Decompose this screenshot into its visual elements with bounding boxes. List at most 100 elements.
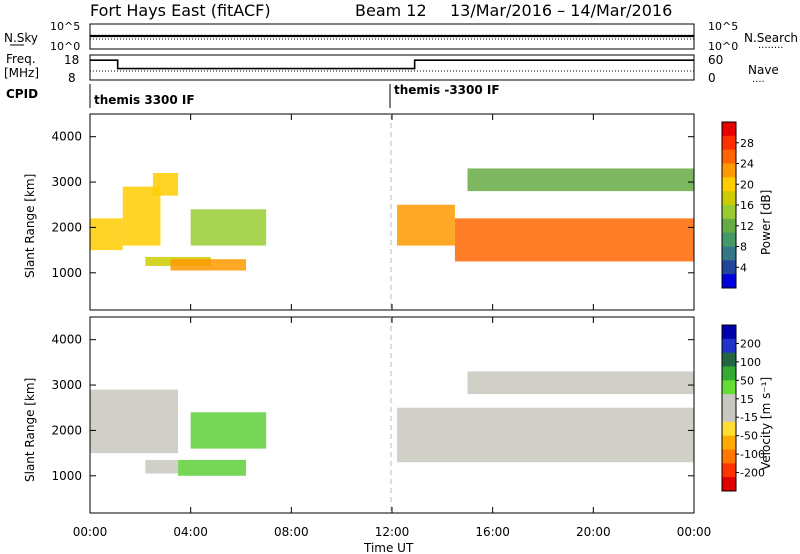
power-cbar-tick: 16 bbox=[740, 199, 754, 212]
power-ytick-label: 4000 bbox=[51, 130, 82, 144]
velocity-cbar-swatch bbox=[722, 421, 736, 437]
x-tick-label: 00:00 bbox=[677, 525, 712, 539]
nave-tick-bottom: 0 bbox=[708, 71, 716, 85]
power-cbar-label: Power [dB] bbox=[759, 190, 773, 255]
cpid-segment-2: themis -3300 IF bbox=[394, 83, 500, 97]
freq-panel: Freq. [MHz] 18 8 60 0 Nave .... bbox=[4, 52, 779, 85]
power-region-5 bbox=[190, 209, 267, 246]
cpid-segment-1: themis 3300 IF bbox=[94, 93, 195, 107]
velocity-cbar-swatch bbox=[722, 338, 736, 354]
velocity-data bbox=[90, 371, 694, 476]
velocity-cbar-swatch bbox=[722, 463, 736, 478]
power-ytick-label: 1000 bbox=[51, 266, 82, 280]
velocity-yticks: 4000 3000 2000 1000 bbox=[51, 333, 694, 483]
power-cbar-swatch bbox=[722, 246, 736, 261]
velocity-cbar-swatch bbox=[722, 366, 736, 381]
date-range: 13/Mar/2016 – 14/Mar/2016 bbox=[450, 1, 672, 20]
nsky-tick-bottom: 10^0 bbox=[50, 40, 80, 53]
velocity-cbar-tick: -200 bbox=[740, 467, 765, 480]
freq-label-line1: Freq. bbox=[6, 52, 36, 66]
power-cbar-swatch bbox=[722, 163, 736, 178]
velocity-cbar-tick: 50 bbox=[740, 374, 754, 387]
x-tick-label: 20:00 bbox=[576, 525, 611, 539]
velocity-cbar-tick: 15 bbox=[740, 393, 754, 406]
velocity-ytick-label: 4000 bbox=[51, 333, 82, 347]
freq-series bbox=[90, 59, 694, 70]
freq-tick-top: 18 bbox=[64, 53, 79, 67]
power-cbar-swatch bbox=[722, 260, 736, 275]
power-cbar-tick: 20 bbox=[740, 178, 754, 191]
velocity-panel: 4000 3000 2000 1000 Slant Range [km] 200 100… bbox=[23, 316, 773, 514]
nsky-label: N.Sky bbox=[4, 31, 38, 45]
x-axis-label: Time UT bbox=[363, 541, 414, 554]
power-cbar-tick: 4 bbox=[740, 261, 747, 274]
power-region-1 bbox=[122, 186, 161, 246]
power-cbar-swatch bbox=[722, 232, 736, 247]
x-tick-label: 16:00 bbox=[475, 525, 510, 539]
nsearch-label: N.Search bbox=[744, 31, 798, 45]
x-axis: 00:00 04:00 08:00 12:00 16:00 20:00 00:00 bbox=[73, 114, 712, 539]
power-cbar-swatch bbox=[722, 149, 736, 164]
velocity-region-4 bbox=[397, 407, 694, 463]
velocity-cbar-swatch bbox=[722, 394, 736, 409]
power-region-8 bbox=[467, 168, 694, 192]
velocity-region-2 bbox=[178, 459, 247, 476]
power-ytick-label: 2000 bbox=[51, 220, 82, 234]
plot-title: Fort Hays East (fitACF) bbox=[90, 1, 271, 20]
velocity-cbar-swatch bbox=[722, 408, 736, 423]
power-cbar-swatch bbox=[722, 191, 736, 206]
velocity-cbar-tick: -50 bbox=[740, 430, 758, 443]
nsky-tick-top: 10^5 bbox=[50, 20, 80, 33]
nsearch-tick-bottom: 10^0 bbox=[708, 40, 738, 53]
velocity-cbar-tick: 200 bbox=[740, 337, 761, 350]
velocity-cbar-swatch bbox=[722, 477, 736, 492]
power-region-6 bbox=[397, 204, 455, 246]
power-cbar-tick: 24 bbox=[740, 158, 754, 171]
freq-label-line2: [MHz] bbox=[4, 66, 39, 80]
freq-tick-bottom: 8 bbox=[68, 71, 76, 85]
power-region-2 bbox=[152, 172, 179, 196]
power-region-7 bbox=[454, 218, 694, 262]
cpid-row: CPID themis 3300 IF themis -3300 IF bbox=[6, 83, 500, 108]
x-tick-label: 04:00 bbox=[173, 525, 208, 539]
freq-line bbox=[90, 59, 694, 70]
nsearch-legend: ........ bbox=[758, 40, 783, 51]
velocity-region-3 bbox=[190, 412, 267, 449]
velocity-region-1 bbox=[145, 459, 179, 474]
velocity-ytick-label: 1000 bbox=[51, 469, 82, 483]
power-region-0 bbox=[90, 218, 123, 251]
nave-label: Nave bbox=[748, 63, 779, 77]
power-cbar-swatch bbox=[722, 122, 736, 137]
power-cbar-tick: 28 bbox=[740, 137, 754, 150]
nave-tick-top: 60 bbox=[708, 53, 723, 67]
power-cbar-tick: 8 bbox=[740, 241, 747, 254]
velocity-colorbar: 200 100 50 15 -15 -50 -100 -200 bbox=[721, 324, 765, 492]
velocity-cbar-swatch bbox=[722, 380, 736, 395]
nave-legend: .... bbox=[752, 74, 765, 85]
velocity-cbar-label: Velocity [m s⁻¹] bbox=[759, 377, 773, 470]
power-yticks: 4000 3000 2000 1000 bbox=[51, 130, 694, 280]
power-cbar-tick: 12 bbox=[740, 220, 754, 233]
velocity-cbar-tick: -100 bbox=[740, 448, 765, 461]
power-region-4 bbox=[170, 259, 247, 271]
cpid-label: CPID bbox=[6, 87, 38, 101]
velocity-ytick-label: 3000 bbox=[51, 378, 82, 392]
power-cbar-swatch bbox=[722, 274, 736, 289]
power-cbar-swatch bbox=[722, 135, 736, 151]
power-panel: 4000 3000 2000 1000 Slant Range [km] 28 24 20… bbox=[23, 113, 773, 311]
x-tick-label: 00:00 bbox=[73, 525, 108, 539]
power-data bbox=[90, 168, 694, 271]
velocity-ylabel: Slant Range [km] bbox=[23, 378, 37, 482]
velocity-region-0 bbox=[90, 389, 179, 454]
velocity-cbar-swatch bbox=[722, 352, 736, 367]
power-cbar-swatch bbox=[722, 177, 736, 192]
velocity-cbar-tick: -15 bbox=[740, 411, 758, 424]
power-colorbar: 28 24 20 16 12 8 4 bbox=[721, 121, 754, 289]
velocity-region-5 bbox=[467, 371, 694, 395]
power-ytick-label: 3000 bbox=[51, 175, 82, 189]
velocity-cbar-swatch bbox=[722, 325, 736, 340]
power-ylabel: Slant Range [km] bbox=[23, 174, 37, 278]
x-tick-label: 08:00 bbox=[274, 525, 309, 539]
power-cbar-swatch bbox=[722, 205, 736, 220]
